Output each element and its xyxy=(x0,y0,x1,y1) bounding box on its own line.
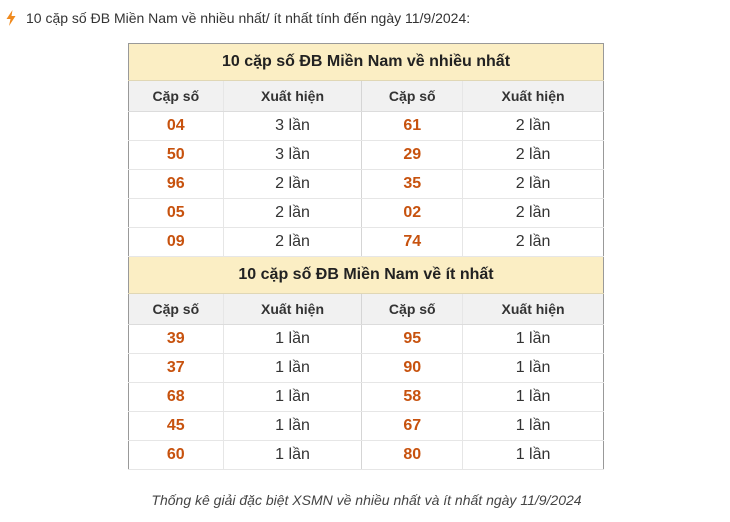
occurrence-count: 2 lần xyxy=(223,227,363,257)
occurrence-count: 1 lần xyxy=(223,382,363,412)
occurrence-count: 2 lần xyxy=(462,169,604,199)
section-title-most: 10 cặp số ĐB Miền Nam về nhiều nhất xyxy=(128,43,604,81)
column-header-pair: Cặp số xyxy=(361,80,464,112)
table-row: 05 2 lần 02 2 lần xyxy=(128,198,604,228)
table-row: 09 2 lần 74 2 lần xyxy=(128,227,604,257)
pair-number: 96 xyxy=(128,169,224,199)
pair-number: 74 xyxy=(361,227,464,257)
table-row: 45 1 lần 67 1 lần xyxy=(128,411,604,441)
pair-number: 60 xyxy=(128,440,224,470)
column-header-pair: Cặp số xyxy=(128,80,224,112)
most-title: 10 cặp số ĐB Miền Nam về nhiều nhất xyxy=(128,43,604,81)
column-header-pair: Cặp số xyxy=(361,293,464,325)
column-header-count: Xuất hiện xyxy=(462,80,604,112)
occurrence-count: 3 lần xyxy=(223,140,363,170)
pair-number: 35 xyxy=(361,169,464,199)
pair-number: 61 xyxy=(361,111,464,141)
caption-text: Thống kê giải đặc biệt XSMN về nhiều nhấ… xyxy=(151,492,582,508)
pair-number: 37 xyxy=(128,353,224,383)
pair-number: 67 xyxy=(361,411,464,441)
table-row: 39 1 lần 95 1 lần xyxy=(128,324,604,354)
table-row: 60 1 lần 80 1 lần xyxy=(128,440,604,470)
caption: Thống kê giải đặc biệt XSMN về nhiều nhấ… xyxy=(0,492,730,508)
stats-table: 10 cặp số ĐB Miền Nam về nhiều nhất Cặp … xyxy=(128,43,604,470)
table-row: 50 3 lần 29 2 lần xyxy=(128,140,604,170)
least-title: 10 cặp số ĐB Miền Nam về ít nhất xyxy=(128,256,604,294)
occurrence-count: 2 lần xyxy=(223,198,363,228)
column-header-count: Xuất hiện xyxy=(223,80,363,112)
lightning-bolt-icon xyxy=(6,10,16,26)
occurrence-count: 1 lần xyxy=(462,440,604,470)
pair-number: 90 xyxy=(361,353,464,383)
table-row: 04 3 lần 61 2 lần xyxy=(128,111,604,141)
pair-number: 80 xyxy=(361,440,464,470)
pair-number: 50 xyxy=(128,140,224,170)
occurrence-count: 2 lần xyxy=(462,198,604,228)
pair-number: 02 xyxy=(361,198,464,228)
table-row: 37 1 lần 90 1 lần xyxy=(128,353,604,383)
occurrence-count: 3 lần xyxy=(223,111,363,141)
occurrence-count: 1 lần xyxy=(223,411,363,441)
pair-number: 29 xyxy=(361,140,464,170)
column-header-row: Cặp số Xuất hiện Cặp số Xuất hiện xyxy=(128,80,604,112)
heading-text: 10 cặp số ĐB Miền Nam về nhiều nhất/ ít … xyxy=(26,10,471,26)
occurrence-count: 1 lần xyxy=(462,382,604,412)
column-header-pair: Cặp số xyxy=(128,293,224,325)
occurrence-count: 2 lần xyxy=(462,140,604,170)
pair-number: 05 xyxy=(128,198,224,228)
section-title-least: 10 cặp số ĐB Miền Nam về ít nhất xyxy=(128,256,604,294)
pair-number: 58 xyxy=(361,382,464,412)
occurrence-count: 2 lần xyxy=(223,169,363,199)
column-header-count: Xuất hiện xyxy=(223,293,363,325)
heading-line: 10 cặp số ĐB Miền Nam về nhiều nhất/ ít … xyxy=(6,8,470,28)
table-row: 96 2 lần 35 2 lần xyxy=(128,169,604,199)
occurrence-count: 1 lần xyxy=(462,353,604,383)
occurrence-count: 1 lần xyxy=(223,353,363,383)
occurrence-count: 2 lần xyxy=(462,227,604,257)
pair-number: 04 xyxy=(128,111,224,141)
occurrence-count: 1 lần xyxy=(462,411,604,441)
pair-number: 68 xyxy=(128,382,224,412)
pair-number: 95 xyxy=(361,324,464,354)
occurrence-count: 1 lần xyxy=(462,324,604,354)
pair-number: 45 xyxy=(128,411,224,441)
column-header-row: Cặp số Xuất hiện Cặp số Xuất hiện xyxy=(128,293,604,325)
occurrence-count: 1 lần xyxy=(223,440,363,470)
pair-number: 39 xyxy=(128,324,224,354)
column-header-count: Xuất hiện xyxy=(462,293,604,325)
table-row: 68 1 lần 58 1 lần xyxy=(128,382,604,412)
occurrence-count: 2 lần xyxy=(462,111,604,141)
occurrence-count: 1 lần xyxy=(223,324,363,354)
pair-number: 09 xyxy=(128,227,224,257)
